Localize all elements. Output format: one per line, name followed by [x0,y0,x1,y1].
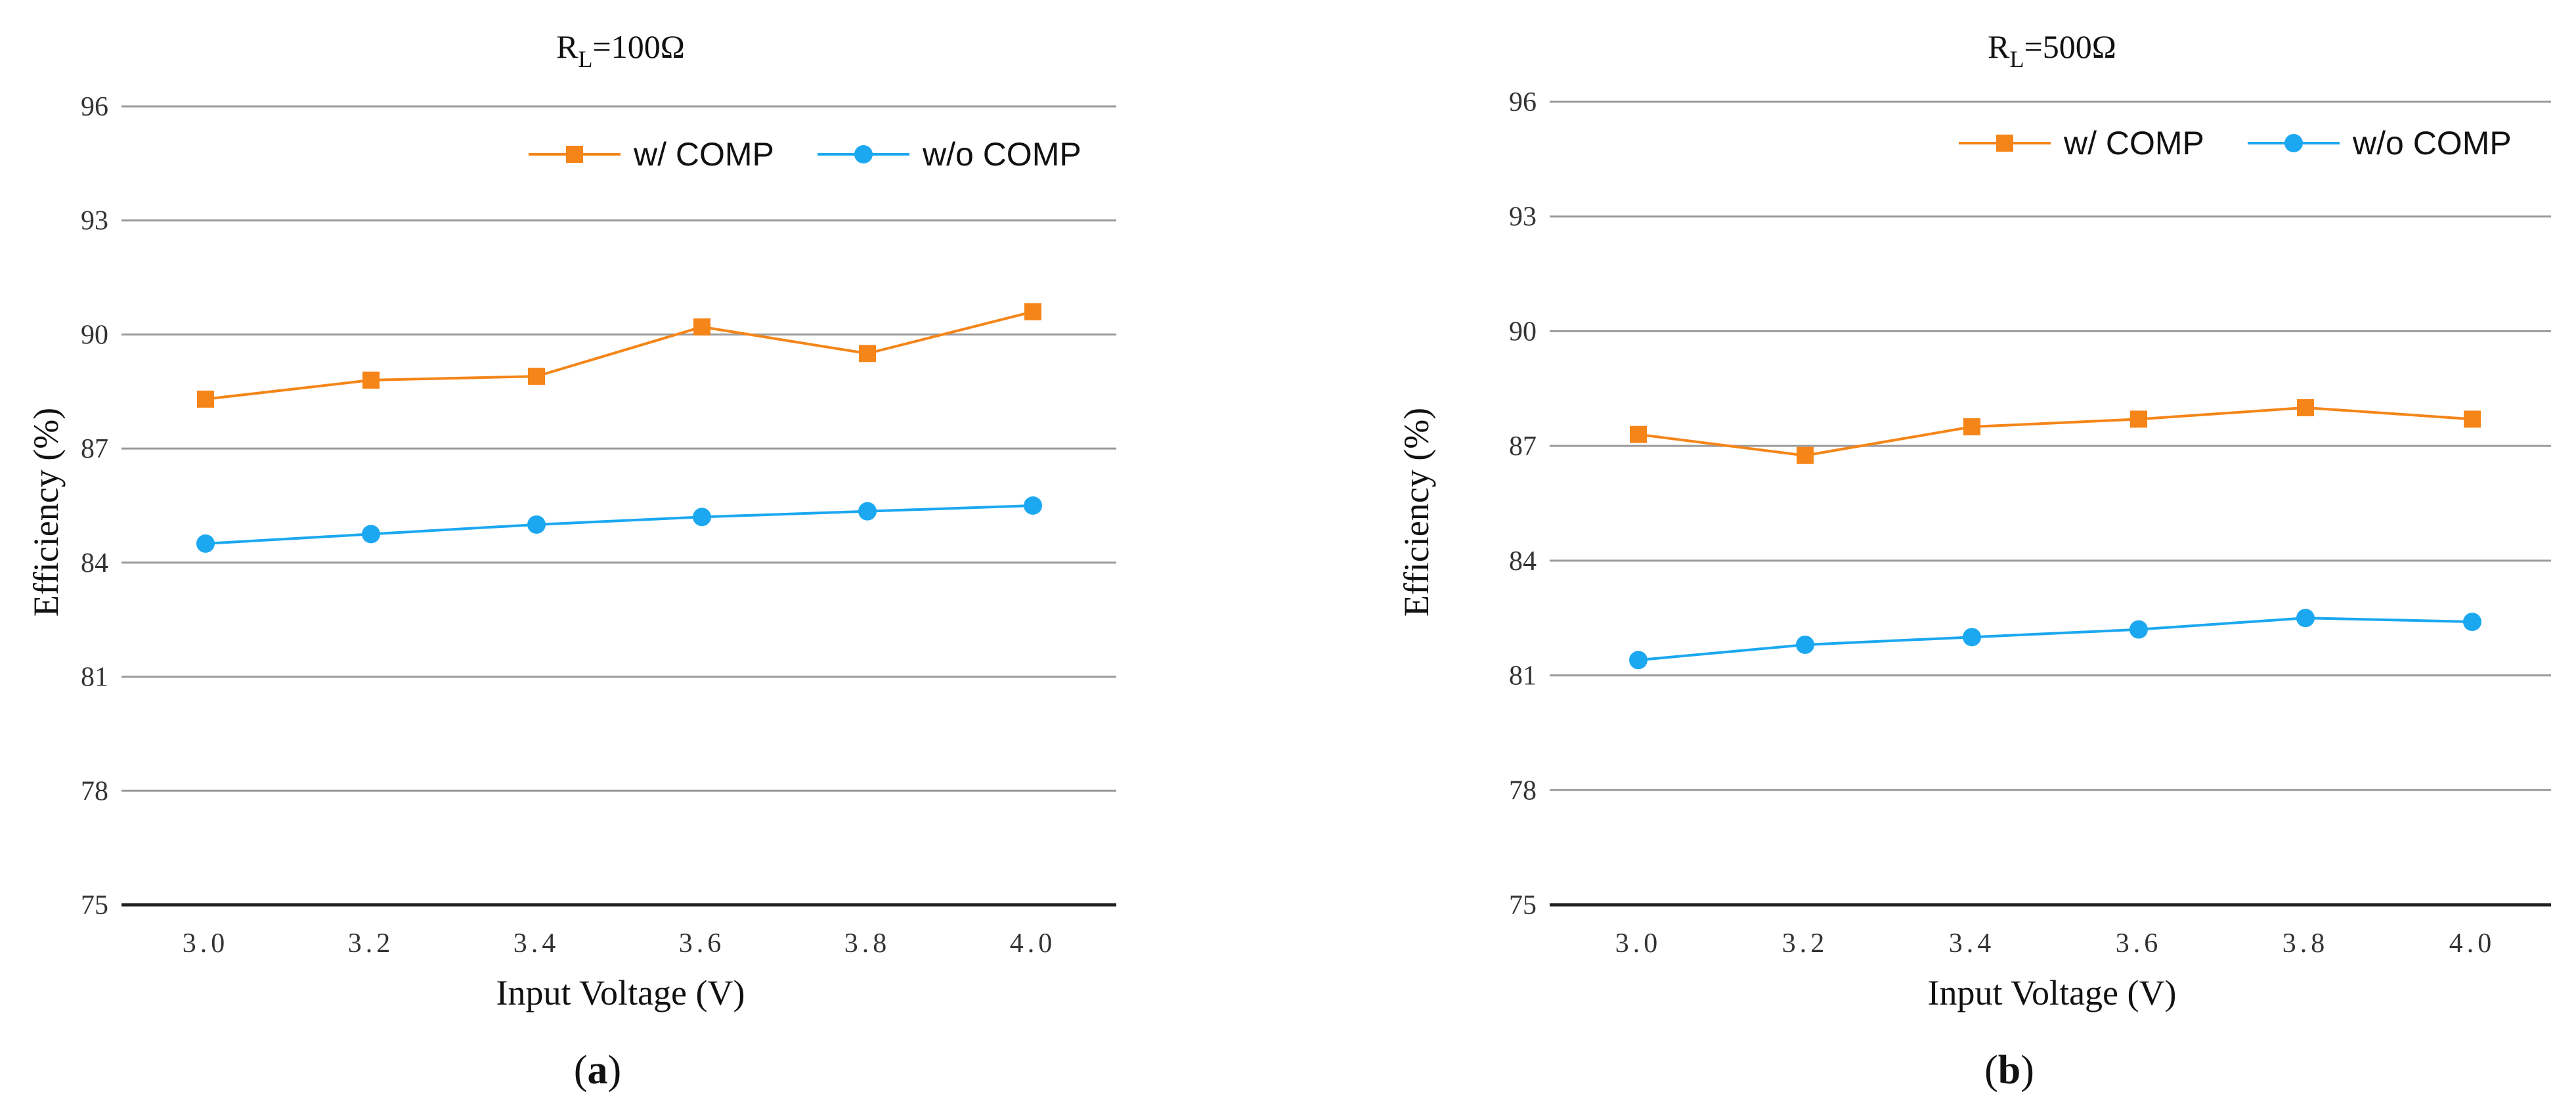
chart-b-x-tick-label: 4.0 [2449,928,2496,959]
chart-a-x-tick-label: 4.0 [1010,928,1057,959]
chart-b-y-tick-label: 75 [1509,890,1537,921]
chart-a-point-w-comp [528,368,545,385]
chart-b-svg: RL=500Ω 75 78 81 84 87 90 93 96 3.0 3.2 3.4 3.6 3.8… [1397,28,2551,1093]
chart-a-point-w-comp [1024,303,1041,320]
chart-b-point-wo-comp [2296,609,2315,628]
chart-b-point-w-comp [1630,425,1647,443]
chart-b-x-ticks: 3.0 3.2 3.4 3.6 3.8 4.0 [1615,928,2496,959]
chart-a-x-axis-label: Input Voltage (V) [496,973,745,1012]
chart-a-point-wo-comp [1024,496,1042,515]
chart-b-x-axis-label: Input Voltage (V) [1928,973,2177,1012]
chart-b-caption: (b) [1984,1048,2034,1093]
chart-b-y-axis-label: Efficiency (%) [1397,408,1436,617]
chart-panel-b: RL=500Ω 75 78 81 84 87 90 93 96 3.0 3.2 3.4 3.6 3.8… [1287,0,2576,1109]
chart-b-point-wo-comp [1629,651,1648,670]
chart-b-y-tick-label: 93 [1509,202,1537,232]
chart-b-series [1629,399,2481,670]
chart-a-legend: w/ COMP w/o COMP [529,136,1081,173]
chart-b-x-tick-label: 3.6 [2116,928,2162,959]
chart-a-y-tick-label: 90 [81,320,108,350]
chart-a-y-tick-label: 87 [81,434,108,464]
chart-a-y-tick-label: 96 [81,92,108,122]
chart-b-point-w-comp [1797,446,1814,464]
chart-b-point-w-comp [2297,399,2314,416]
chart-a-legend-label: w/ COMP [633,136,774,173]
chart-b-x-tick-label: 3.8 [2282,928,2329,959]
chart-b-series-line-0 [1638,406,2473,457]
chart-b-legend: w/ COMP w/o COMP [1959,125,2512,162]
chart-a-gridlines [121,105,1116,907]
chart-b-x-tick-label: 3.2 [1782,928,1829,959]
chart-a-y-tick-label: 75 [81,890,108,921]
chart-a-y-tick-label: 93 [81,206,108,236]
chart-a-point-wo-comp [362,525,380,544]
chart-a-x-ticks: 3.0 3.2 3.4 3.6 3.8 4.0 [183,928,1057,959]
chart-a-y-axis-label: Efficiency (%) [26,408,66,617]
chart-a-legend-circle-marker [854,145,873,163]
chart-b-title: RL=500Ω [1988,28,2116,72]
chart-a-caption: (a) [574,1048,621,1093]
chart-b-y-tick-label: 87 [1509,431,1537,462]
chart-b-legend-square-marker [1996,135,2013,152]
chart-a-point-wo-comp [527,515,546,534]
chart-a-x-tick-label: 3.8 [844,928,891,959]
chart-b-gridlines [1550,100,2551,907]
chart-a-x-tick-label: 3.0 [183,928,229,959]
chart-a-point-w-comp [197,390,214,408]
chart-a-legend-square-marker [566,146,583,163]
chart-a-series-line-1 [205,504,1034,545]
chart-b-y-tick-label: 84 [1509,546,1537,576]
chart-a-point-wo-comp [858,502,877,521]
chart-b-legend-circle-marker [2284,134,2303,152]
chart-a-y-tick-label: 78 [81,776,108,806]
chart-a-x-tick-label: 3.2 [348,928,395,959]
chart-a-point-w-comp [859,345,876,362]
chart-a-title: RL=100Ω [556,28,685,72]
chart-b-y-tick-label: 78 [1509,775,1537,806]
chart-a-y-tick-label: 81 [81,663,108,693]
chart-a-series-line-0 [205,310,1034,401]
chart-a-point-wo-comp [196,534,215,553]
chart-b-y-tick-label: 96 [1509,87,1537,118]
chart-b-point-wo-comp [1963,628,1981,647]
chart-b-point-w-comp [2464,410,2481,428]
chart-b-point-wo-comp [1796,635,1814,654]
chart-b-point-wo-comp [2129,620,2148,639]
chart-a-series [196,303,1042,553]
chart-a-x-tick-label: 3.6 [679,928,726,959]
chart-a-y-tick-label: 84 [81,548,108,578]
chart-a-point-wo-comp [693,508,711,527]
chart-b-x-tick-label: 3.4 [1949,928,1996,959]
chart-b-point-w-comp [1963,418,1980,436]
chart-a-y-ticks: 75 78 81 84 87 90 93 96 [81,92,108,921]
chart-b-x-tick-label: 3.0 [1615,928,1662,959]
chart-b-series-line-1 [1638,617,2473,662]
chart-b-y-ticks: 75 78 81 84 87 90 93 96 [1509,87,1537,921]
chart-a-x-tick-label: 3.4 [513,928,560,959]
chart-b-legend-label: w/ COMP [2063,125,2204,162]
chart-b-point-w-comp [2130,410,2147,428]
chart-a-legend-label: w/o COMP [922,136,1081,173]
chart-b-y-tick-label: 90 [1509,316,1537,347]
chart-b-legend-label: w/o COMP [2352,125,2512,162]
chart-panel-a: RL=100Ω 75 78 81 84 87 90 93 96 3.0 3.2 3.4 3.6 3.8… [0,0,1287,1109]
chart-a-point-w-comp [362,371,380,389]
chart-a-point-w-comp [693,318,710,336]
chart-b-y-tick-label: 81 [1509,661,1537,691]
chart-a-svg: RL=100Ω 75 78 81 84 87 90 93 96 3.0 3.2 3.4 3.6 3.8… [26,28,1116,1093]
chart-b-point-wo-comp [2463,613,2481,632]
